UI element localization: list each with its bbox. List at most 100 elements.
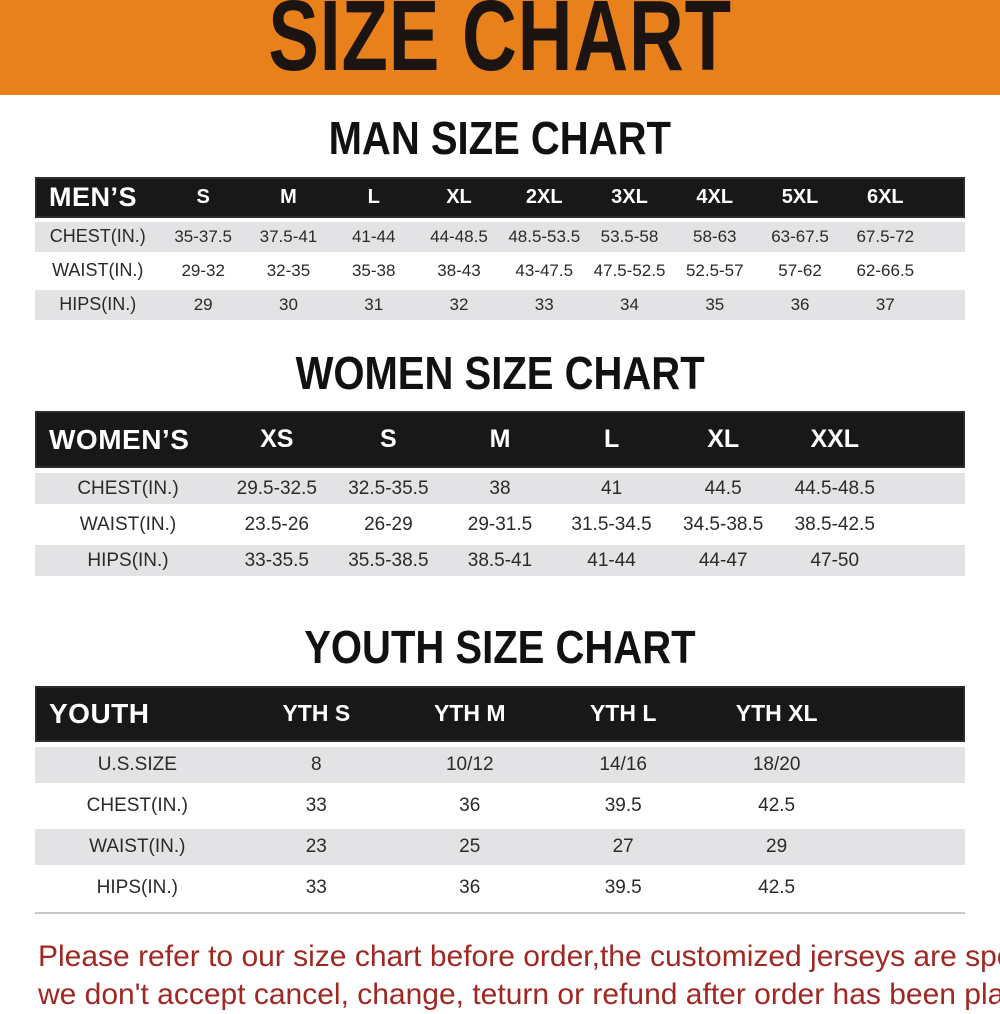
youth-column-header-yth-l: YTH L	[589, 700, 657, 727]
page-title: SIZE CHART	[195, 0, 805, 95]
men-cell-chest-in-5xl: 63-67.5	[771, 226, 829, 246]
men-cell-chest-in-2xl: 48.5-53.5	[508, 226, 581, 246]
women-cell-hips-in-xl: 44-47	[698, 549, 748, 571]
youth-row-label-hips-in: HIPS(IN.)	[96, 876, 178, 898]
men-cell-chest-in-3xl: 53.5-58	[600, 226, 659, 246]
order-notice: Please refer to our size chart before or…	[38, 938, 1000, 1014]
youth-cell-chest-in-yth-l: 39.5	[604, 794, 642, 816]
women-section-title-text: WOMEN SIZE CHART	[295, 346, 705, 399]
men-row-label-chest-in: CHEST(IN.)	[49, 226, 146, 247]
men-cell-chest-in-xl: 44-48.5	[430, 226, 488, 246]
youth-row-waist-in: WAIST(IN.) 23 25 27 29	[35, 828, 965, 865]
women-column-header-xs: XS	[260, 425, 294, 454]
men-column-header-l: L	[367, 185, 380, 208]
men-cell-waist-in-l: 35-38	[351, 260, 396, 280]
youth-column-header-yth-xl: YTH XL	[735, 700, 818, 727]
men-cell-hips-in-l: 31	[364, 294, 384, 314]
men-cell-hips-in-s: 29	[193, 294, 213, 314]
men-column-header-s: S	[196, 185, 210, 208]
men-column-header-3xl: 3XL	[611, 185, 648, 208]
women-cell-waist-in-m: 29-31.5	[467, 513, 533, 535]
youth-size-section: YOUTH SIZE CHART YOUTH YTH S YTH M YTH L YTH…	[0, 576, 1000, 914]
men-row-waist-in: WAIST(IN.) 29-32 32-35 35-38 38-43 43-47.5 47.…	[35, 255, 965, 286]
men-table-header-label: MEN’S	[49, 181, 138, 212]
women-row-label-hips-in: HIPS(IN.)	[87, 549, 169, 571]
women-cell-waist-in-xl: 34.5-38.5	[683, 513, 764, 535]
youth-cell-waist-in-yth-xl: 29	[766, 835, 788, 857]
women-cell-hips-in-xs: 33-35.5	[244, 549, 310, 571]
men-column-header-6xl: 6XL	[866, 185, 904, 208]
youth-cell-hips-in-yth-m: 36	[459, 876, 481, 898]
men-cell-chest-in-s: 35-37.5	[174, 226, 233, 246]
youth-column-header-yth-s: YTH S	[282, 700, 351, 727]
women-row-label-waist-in: WAIST(IN.)	[79, 513, 177, 535]
men-row-label-hips-in: HIPS(IN.)	[59, 294, 137, 315]
women-cell-chest-in-xs: 29.5-32.5	[236, 477, 317, 499]
men-column-header-2xl: 2XL	[525, 185, 563, 208]
women-row-chest-in: CHEST(IN.) 29.5-32.5 32.5-35.5 38 41 44.5 44.5…	[35, 473, 965, 505]
youth-cell-u-s-size-yth-xl: 18/20	[752, 753, 801, 775]
youth-cell-waist-in-yth-s: 23	[305, 835, 327, 857]
men-column-header-4xl: 4XL	[696, 185, 734, 208]
men-cell-waist-in-xl: 38-43	[437, 260, 481, 280]
men-cell-hips-in-m: 30	[278, 294, 298, 314]
women-cell-hips-in-xxl: 47-50	[810, 549, 860, 571]
women-column-header-xxl: XXL	[810, 425, 860, 454]
men-cell-waist-in-s: 29-32	[181, 260, 225, 280]
women-row-waist-in: WAIST(IN.) 23.5-26 26-29 29-31.5 31.5-34.5 34…	[35, 509, 965, 541]
youth-cell-hips-in-yth-s: 33	[305, 876, 327, 898]
women-section-title: WOMEN SIZE CHART	[0, 320, 1000, 400]
women-table-header-label: WOMEN’S	[49, 423, 190, 455]
notice-line-2: we don't accept cancel, change, teturn o…	[38, 977, 1000, 1011]
women-size-table: WOMEN’S XS S M L XL XXL CHEST(IN.) 29.5-32.5 32.5…	[35, 411, 965, 577]
men-column-header-5xl: 5XL	[781, 185, 819, 208]
youth-section-title-text: YOUTH SIZE CHART	[304, 621, 696, 674]
women-table-header-row: WOMEN’S XS S M L XL XXL	[35, 411, 965, 469]
youth-section-title: YOUTH SIZE CHART	[0, 576, 1000, 674]
men-cell-chest-in-l: 41-44	[351, 226, 396, 246]
men-cell-hips-in-2xl: 33	[534, 294, 554, 314]
men-cell-waist-in-m: 32-35	[266, 260, 311, 280]
women-cell-waist-in-s: 26-29	[364, 513, 413, 535]
youth-column-header-yth-m: YTH M	[433, 700, 506, 727]
women-cell-hips-in-l: 41-44	[587, 549, 636, 571]
youth-table-header-row: YOUTH YTH S YTH M YTH L YTH XL	[35, 685, 965, 742]
men-cell-waist-in-3xl: 47.5-52.5	[593, 260, 666, 280]
women-cell-waist-in-xxl: 38.5-42.5	[794, 513, 875, 535]
men-cell-hips-in-xl: 32	[449, 294, 469, 314]
youth-row-u-s-size: U.S.SIZE 8 10/12 14/16 18/20	[35, 746, 965, 783]
men-size-section: MAN SIZE CHART MEN’S S M L XL 2XL 3XL 4XL 5XL 6XL…	[0, 95, 1000, 320]
women-row-hips-in: HIPS(IN.) 33-35.5 35.5-38.5 38.5-41 41-44 44-…	[35, 545, 965, 577]
women-cell-hips-in-s: 35.5-38.5	[348, 549, 429, 571]
men-row-hips-in: HIPS(IN.) 29 30 31 32 33 34 35 36 37	[35, 289, 965, 320]
women-cell-waist-in-l: 31.5-34.5	[571, 513, 652, 535]
youth-cell-u-s-size-yth-m: 10/12	[445, 753, 494, 775]
youth-cell-waist-in-yth-l: 27	[612, 835, 634, 857]
women-column-header-m: M	[489, 425, 511, 454]
women-cell-chest-in-s: 32.5-35.5	[348, 477, 429, 499]
youth-cell-hips-in-yth-xl: 42.5	[758, 876, 796, 898]
women-column-header-s: S	[380, 425, 397, 454]
men-cell-waist-in-6xl: 62-66.5	[856, 260, 915, 280]
men-cell-chest-in-4xl: 58-63	[693, 226, 737, 246]
youth-row-label-chest-in: CHEST(IN.)	[86, 794, 188, 816]
women-cell-chest-in-l: 41	[601, 477, 623, 499]
men-cell-hips-in-3xl: 34	[620, 294, 639, 314]
youth-cell-chest-in-yth-s: 33	[305, 794, 327, 816]
men-size-table: MEN’S S M L XL 2XL 3XL 4XL 5XL 6XL CHEST(IN.) 35-37…	[35, 176, 965, 320]
men-section-title: MAN SIZE CHART	[0, 95, 1000, 165]
men-cell-chest-in-6xl: 67.5-72	[856, 226, 915, 246]
notice-line-1: Please refer to our size chart before or…	[38, 939, 1000, 973]
women-cell-chest-in-xxl: 44.5-48.5	[794, 477, 875, 499]
women-column-header-xl: XL	[707, 425, 740, 454]
women-cell-chest-in-xl: 44.5	[704, 477, 742, 499]
men-column-header-xl: XL	[446, 185, 472, 208]
youth-cell-chest-in-yth-m: 36	[459, 794, 481, 816]
men-column-header-m: M	[280, 185, 297, 208]
women-cell-hips-in-m: 38.5-41	[467, 549, 533, 571]
page-title-text: SIZE CHART	[268, 0, 732, 92]
youth-cell-waist-in-yth-m: 25	[459, 835, 481, 857]
women-cell-waist-in-xs: 23.5-26	[244, 513, 310, 535]
men-cell-chest-in-m: 37.5-41	[259, 226, 318, 246]
youth-row-label-waist-in: WAIST(IN.)	[89, 835, 186, 857]
